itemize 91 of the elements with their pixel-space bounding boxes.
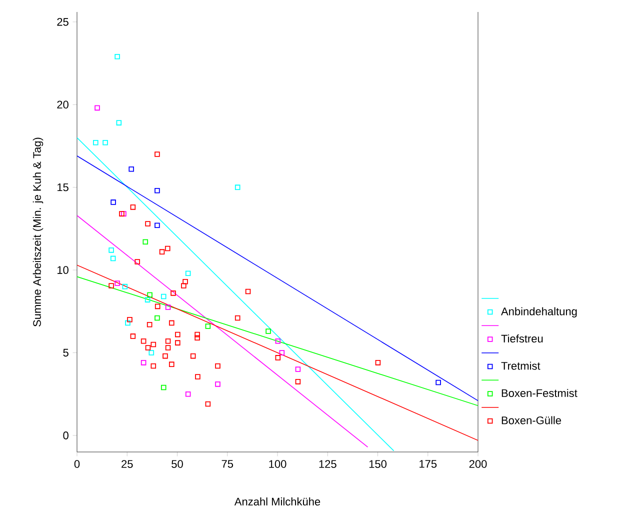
point [245,288,251,294]
point [295,379,301,384]
point [194,335,200,340]
point [175,332,180,338]
point [168,362,174,367]
point [165,338,171,344]
point [154,188,160,194]
x-tick-label: 200 [469,460,487,468]
point [144,297,150,302]
point [154,222,160,228]
y-axis-title: Summe Arbeitszeit (Min. je Kuh & Tag) [32,138,44,326]
point [150,342,156,348]
point [165,304,171,310]
point [114,54,120,60]
point [181,283,186,288]
point [182,278,188,284]
y-tick-label: 15 [58,183,68,192]
point [150,363,156,369]
point [234,315,240,321]
point [194,332,200,338]
x-tick-label: 100 [269,460,286,468]
x-axis-title: Anzahl Milchkühe [234,497,320,506]
point [266,328,271,334]
point [145,345,151,350]
legend-label: Boxen-Festmist [502,388,578,398]
point [148,350,154,356]
x-tick-label: 175 [420,460,437,468]
point [168,320,174,326]
x-tick-label: 125 [319,460,336,468]
point [159,249,165,254]
point [205,324,211,329]
point [215,382,220,387]
point [154,315,160,321]
point [234,184,240,190]
point [295,366,301,372]
point [160,294,166,300]
point [110,200,116,205]
point [275,355,281,360]
point [127,317,132,322]
y-tick-label: 25 [57,18,68,26]
point [165,345,171,350]
point [142,239,148,245]
point [134,259,140,264]
point [279,350,285,356]
point [215,363,220,369]
point [128,166,134,172]
point [185,391,191,397]
point [122,284,128,290]
point [94,105,100,111]
point [375,360,381,366]
point [125,320,130,326]
x-tick-label: 25 [122,460,133,468]
point [170,290,176,296]
point [102,140,108,146]
point [140,338,146,344]
y-tick-label: 5 [63,348,68,357]
point [205,401,211,407]
x-tick-label: 0 [74,460,80,468]
point [140,360,146,366]
point [147,292,152,298]
point [162,353,168,359]
x-tick-label: 50 [172,460,183,468]
y-tick-label: 10 [58,266,68,274]
point [190,353,196,359]
x-tick-label: 75 [222,460,234,468]
point [130,334,136,339]
point [436,380,441,386]
x-tick-label: 150 [369,460,386,468]
point [108,248,114,253]
point [164,246,170,252]
point [160,384,166,390]
legend-label: Tretmist [501,362,540,370]
point [185,270,191,276]
point [275,338,281,344]
legend-label: Tiefstreu [501,334,543,343]
point [114,280,120,286]
point [93,140,98,146]
point [195,374,200,380]
point [108,283,114,288]
y-tick-label: 20 [57,100,68,109]
point [154,152,160,157]
point [116,120,122,126]
point [145,221,150,226]
point [110,256,116,262]
y-tick-label: 0 [63,432,68,440]
point [175,340,180,346]
point [154,304,160,310]
legend-label: Boxen-Gülle [502,416,562,424]
point [130,204,136,210]
legend-label: Anbindehaltung [501,307,577,318]
point [146,322,152,328]
